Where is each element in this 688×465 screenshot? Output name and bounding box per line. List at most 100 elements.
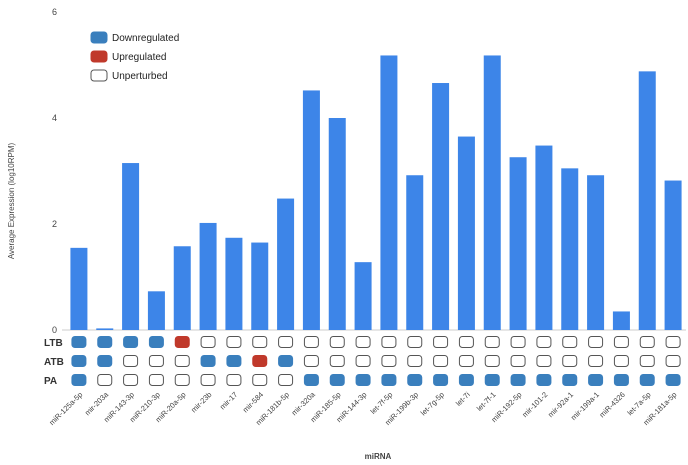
bar-let-7g-5p <box>432 83 450 331</box>
x-tick-label: let-7g-5p <box>419 390 446 417</box>
status-cell-ATB-let-7a-5p <box>639 355 655 367</box>
status-cell-PA-mir-320a <box>303 374 319 386</box>
status-cell-ATB-miR-210-3p <box>148 355 164 367</box>
status-cell-PA-miR-125a-5p <box>71 374 87 386</box>
status-cell-LTB-miR-199b-3p <box>407 336 423 348</box>
status-cell-ATB-miR-143-3p <box>123 355 139 367</box>
bar-mir-92a-1 <box>561 168 579 330</box>
status-cell-ATB-mir-584 <box>252 355 268 367</box>
status-cell-PA-mir-23b <box>200 374 216 386</box>
bar-miR-4326 <box>612 311 630 330</box>
y-tick-label: 0 <box>52 325 57 335</box>
status-cell-PA-mir-584 <box>252 374 268 386</box>
bar-miR-199b-3p <box>406 175 424 330</box>
bar-let-7f-1 <box>483 55 501 331</box>
status-cell-LTB-miR-181b-5p <box>278 336 294 348</box>
status-cell-PA-let-7f-5p <box>381 374 397 386</box>
bar-let-7a-5p <box>638 71 656 331</box>
bar-miR-125a-5p <box>70 247 88 330</box>
status-cell-ATB-mir-203a <box>97 355 113 367</box>
status-cell-ATB-mir-199a-1 <box>588 355 604 367</box>
legend-swatch-none <box>90 69 108 82</box>
status-cell-ATB-miR-185-5p <box>329 355 345 367</box>
y-tick-label: 4 <box>52 113 57 123</box>
status-cell-PA-mir-203a <box>97 374 113 386</box>
x-tick-label: mir-17 <box>218 390 239 411</box>
status-cell-PA-miR-144-3p <box>355 374 371 386</box>
legend-label: Downregulated <box>112 33 179 44</box>
status-cell-LTB-mir-101-2 <box>536 336 552 348</box>
status-cell-LTB-miR-125a-5p <box>71 336 87 348</box>
bar-miR-181b-5p <box>277 198 295 330</box>
y-tick-label: 2 <box>52 219 57 229</box>
status-cell-LTB-let-7i <box>458 336 474 348</box>
status-cell-LTB-miR-210-3p <box>148 336 164 348</box>
status-cell-ATB-let-7f-1 <box>484 355 500 367</box>
status-cell-PA-mir-101-2 <box>536 374 552 386</box>
bar-let-7f-5p <box>380 55 398 331</box>
status-cell-ATB-miR-181b-5p <box>278 355 294 367</box>
status-cell-LTB-let-7f-5p <box>381 336 397 348</box>
status-cell-ATB-miR-144-3p <box>355 355 371 367</box>
status-cell-PA-mir-199a-1 <box>588 374 604 386</box>
bar-miR-181a-5p <box>664 180 682 330</box>
status-cell-LTB-let-7f-1 <box>484 336 500 348</box>
legend-label: Unperturbed <box>112 71 168 82</box>
status-cell-LTB-miR-181a-5p <box>665 336 681 348</box>
bar-series <box>70 55 682 331</box>
bar-mir-584 <box>251 242 269 330</box>
status-cell-PA-let-7f-1 <box>484 374 500 386</box>
y-axis: 0 2 4 6 <box>52 7 686 335</box>
status-cell-PA-let-7i <box>458 374 474 386</box>
status-cell-ATB-mir-23b <box>200 355 216 367</box>
status-row-label: ATB <box>44 357 64 368</box>
status-cell-PA-miR-143-3p <box>123 374 139 386</box>
status-cell-PA-miR-20a-5p <box>174 374 190 386</box>
x-tick-label: miR-125a-5p <box>47 390 84 427</box>
bar-mir-199a-1 <box>587 175 605 330</box>
status-cell-LTB-mir-17 <box>226 336 242 348</box>
status-grid: LTB ATB PA <box>44 336 681 387</box>
status-cell-ATB-let-7f-5p <box>381 355 397 367</box>
x-tick-label: mir-584 <box>241 390 265 414</box>
legend-swatch-down <box>90 31 108 44</box>
bar-miR-192-5p <box>509 157 527 330</box>
status-cell-ATB-miR-20a-5p <box>174 355 190 367</box>
bar-miR-210-3p <box>147 291 165 330</box>
status-row-label: PA <box>44 376 57 387</box>
status-cell-PA-miR-181a-5p <box>665 374 681 386</box>
bar-mir-320a <box>302 90 320 330</box>
legend: Downregulated Upregulated Unperturbed <box>90 31 179 82</box>
bar-mir-23b <box>199 222 217 330</box>
x-tick-label: miR-4326 <box>597 390 626 419</box>
status-cell-LTB-miR-4326 <box>613 336 629 348</box>
status-cell-PA-miR-181b-5p <box>278 374 294 386</box>
y-tick-label: 6 <box>52 7 57 17</box>
status-cell-ATB-miR-125a-5p <box>71 355 87 367</box>
status-cell-ATB-let-7g-5p <box>433 355 449 367</box>
status-cell-ATB-miR-192-5p <box>510 355 526 367</box>
status-cell-LTB-miR-143-3p <box>123 336 139 348</box>
status-cell-ATB-mir-101-2 <box>536 355 552 367</box>
x-axis-title: miRNA <box>365 452 392 461</box>
status-cell-PA-mir-17 <box>226 374 242 386</box>
x-tick-label: let-7f-5p <box>369 390 395 416</box>
status-cell-LTB-miR-20a-5p <box>174 336 190 348</box>
status-cell-LTB-mir-92a-1 <box>562 336 578 348</box>
status-cell-PA-let-7g-5p <box>433 374 449 386</box>
status-cell-ATB-miR-181a-5p <box>665 355 681 367</box>
bar-mir-17 <box>225 237 243 330</box>
y-axis-title: Average Expression (log10RPM) <box>7 142 16 259</box>
bar-mir-203a <box>96 328 114 330</box>
status-cell-LTB-mir-320a <box>303 336 319 348</box>
bar-miR-143-3p <box>122 163 140 330</box>
bar-let-7i <box>457 136 475 330</box>
x-tick-label: mir-23b <box>189 390 213 414</box>
status-cell-ATB-mir-17 <box>226 355 242 367</box>
legend-label: Upregulated <box>112 52 166 63</box>
bar-miR-185-5p <box>328 118 346 330</box>
status-cell-LTB-let-7a-5p <box>639 336 655 348</box>
x-tick-label: let-7i <box>454 390 472 408</box>
status-cell-LTB-mir-203a <box>97 336 113 348</box>
